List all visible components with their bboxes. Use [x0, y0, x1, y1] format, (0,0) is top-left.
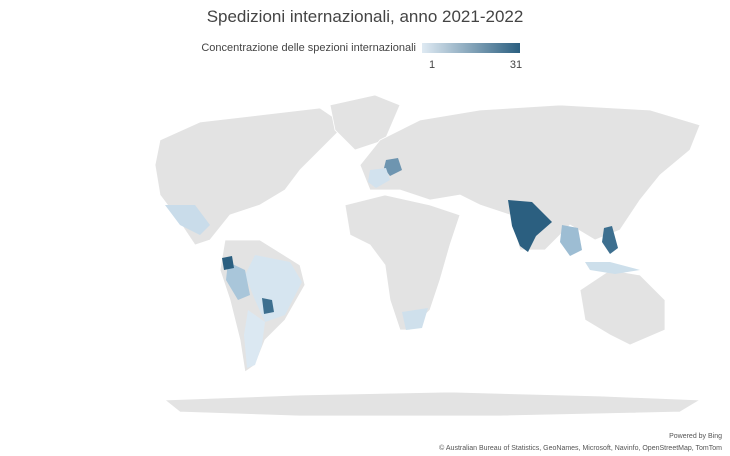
world-map — [154, 94, 702, 417]
paraguay — [262, 298, 274, 314]
europe-light — [368, 168, 390, 188]
ecuador — [222, 256, 234, 270]
southeast-asia — [560, 225, 582, 256]
legend-gradient — [422, 43, 520, 53]
brazil — [245, 255, 302, 322]
india — [508, 200, 552, 252]
germany — [384, 158, 402, 176]
map-attribution: © Australian Bureau of Statistics, GeoNa… — [439, 444, 722, 452]
map-title: Spedizioni internazionali, anno 2021-202… — [207, 7, 524, 26]
legend-title: Concentrazione delle spezioni internazio… — [201, 42, 416, 54]
peru — [226, 262, 250, 300]
mexico — [165, 205, 210, 235]
philippines — [602, 226, 618, 254]
australia — [579, 269, 666, 346]
south-africa — [402, 308, 428, 330]
africa — [344, 194, 461, 331]
indonesia — [585, 262, 640, 274]
antarctica — [163, 391, 702, 417]
legend-max: 31 — [510, 59, 522, 71]
legend-min: 1 — [429, 59, 435, 71]
argentina — [244, 310, 265, 368]
powered-by: Powered by Bing — [669, 433, 722, 440]
